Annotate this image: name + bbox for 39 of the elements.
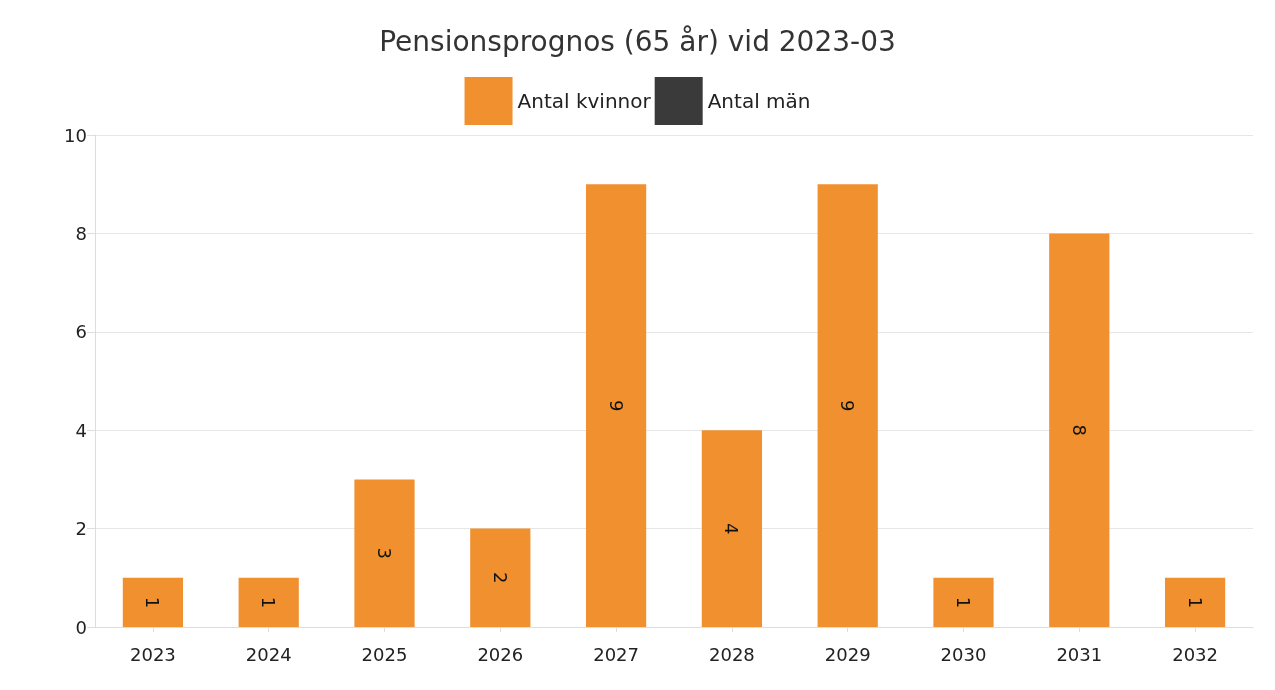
data-label: 4 <box>721 522 743 535</box>
x-tick-label: 2032 <box>1172 643 1219 665</box>
bar <box>238 577 299 627</box>
data-label: 8 <box>1068 424 1090 436</box>
x-tick-label: 2031 <box>1056 643 1103 665</box>
bar <box>701 430 763 627</box>
y-tick-label: 2 <box>75 518 87 540</box>
data-label: 3 <box>374 547 395 559</box>
x-tick-label: 2029 <box>824 643 871 665</box>
bar <box>817 184 878 627</box>
chart-title: Pensionsprognos (65 år) vid 2023-03 <box>379 24 896 58</box>
legend-label: Antal kvinnor <box>517 89 652 113</box>
bar <box>933 577 994 627</box>
data-label: 1 <box>258 596 280 609</box>
x-tick-label: 2025 <box>361 643 408 665</box>
x-tick-label: 2027 <box>593 643 640 665</box>
y-tick-label: 6 <box>75 321 87 343</box>
y-tick-label: 8 <box>75 222 87 244</box>
x-tick-label: 2030 <box>940 643 987 665</box>
data-label: 1 <box>953 596 974 609</box>
data-label: 9 <box>837 399 859 412</box>
data-label: 1 <box>142 596 164 609</box>
bar <box>122 577 184 627</box>
bar <box>1049 233 1110 627</box>
x-tick-label: 2026 <box>477 643 524 665</box>
bar <box>1164 577 1226 627</box>
x-tick-label: 2023 <box>129 643 176 665</box>
data-label: 2 <box>489 572 511 584</box>
bar <box>354 479 415 627</box>
y-tick-label: 0 <box>75 616 87 638</box>
bar <box>585 184 647 627</box>
data-label: 1 <box>1184 596 1206 609</box>
bar <box>470 528 531 627</box>
y-tick-label: 4 <box>75 419 87 441</box>
legend-label: Antal män <box>707 89 811 113</box>
y-tick-label: 10 <box>64 124 87 146</box>
x-tick-label: 2024 <box>245 643 292 665</box>
data-label: 9 <box>605 399 627 412</box>
x-tick-label: 2028 <box>708 643 755 665</box>
